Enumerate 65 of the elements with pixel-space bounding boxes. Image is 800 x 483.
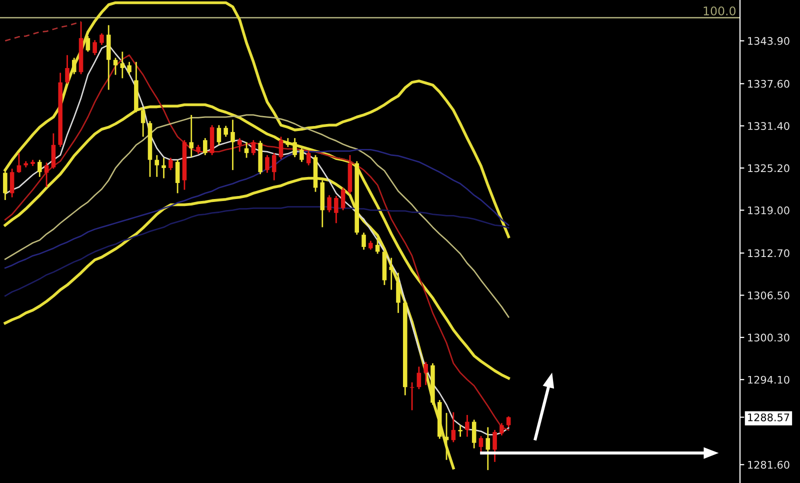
- candlestick: [92, 39, 97, 56]
- candlestick: [486, 426, 490, 471]
- candlestick: [51, 132, 56, 170]
- candlestick: [327, 194, 332, 213]
- y-tick-label: 1312.70: [748, 249, 790, 258]
- y-tick-label: 1319.00: [748, 206, 790, 214]
- line-series: [4, 1, 510, 238]
- candlestick: [38, 159, 42, 178]
- candlestick: [334, 195, 338, 224]
- candlestick: [375, 237, 380, 254]
- y-tick-label: 1281.60: [748, 460, 790, 469]
- y-tick-label: 1288.57: [748, 413, 790, 422]
- y-tick-label: 1294.10: [748, 376, 790, 384]
- candlestick: [10, 168, 14, 198]
- y-tick-label: 1306.50: [748, 291, 790, 300]
- candlestick: [362, 232, 366, 250]
- candlestick: [65, 54, 70, 84]
- candlestick: [465, 414, 470, 438]
- annotation: 100.0: [704, 6, 736, 16]
- candlestick: [389, 257, 394, 290]
- candlestick: [506, 416, 511, 428]
- candlestick: [162, 157, 166, 179]
- candlestick: [175, 159, 180, 194]
- candlestick: [492, 429, 497, 463]
- candlestick: [396, 272, 400, 314]
- candlestick: [410, 382, 414, 411]
- candlestick: [230, 119, 235, 171]
- line-series: [4, 21, 82, 42]
- candlestick: [86, 35, 90, 52]
- y-tick-label: 1325.20: [748, 164, 790, 172]
- candlestick: [127, 61, 132, 76]
- candlestick: [272, 152, 276, 181]
- candlestick: [265, 154, 270, 174]
- candlestick: [100, 32, 104, 46]
- candlestick: [416, 366, 422, 390]
- y-tick-label: 1331.40: [748, 122, 790, 130]
- candlestick: [16, 152, 22, 174]
- candlestick: [189, 114, 194, 158]
- candlestick: [216, 124, 222, 146]
- line-series: [4, 114, 510, 318]
- candlestick: [478, 435, 484, 454]
- candlestick: [458, 424, 462, 438]
- y-tick-label: 1343.90: [748, 37, 790, 45]
- candlestick: [300, 148, 304, 163]
- y-tick-label: 1337.60: [748, 80, 790, 88]
- candlestick: [140, 107, 146, 138]
- candlestick: [451, 412, 456, 443]
- candlestick: [72, 57, 76, 75]
- candlestick: [154, 154, 160, 178]
- candlestick: [224, 125, 228, 138]
- candlestick: [44, 162, 49, 188]
- candlestick: [340, 187, 346, 211]
- y-tick-label: 1300.30: [748, 334, 790, 342]
- candlestick: [444, 412, 449, 461]
- candlestick: [237, 137, 242, 152]
- candlestick: [203, 137, 208, 156]
- candlestick: [278, 136, 284, 160]
- candlestick: [472, 419, 476, 449]
- candlestick: [113, 57, 118, 76]
- candlestick: [424, 361, 428, 386]
- candlestick: [168, 157, 173, 171]
- candlestick: [306, 150, 311, 166]
- candlestick: [292, 137, 297, 158]
- candlestick: [251, 139, 256, 156]
- candlestick: [500, 422, 504, 436]
